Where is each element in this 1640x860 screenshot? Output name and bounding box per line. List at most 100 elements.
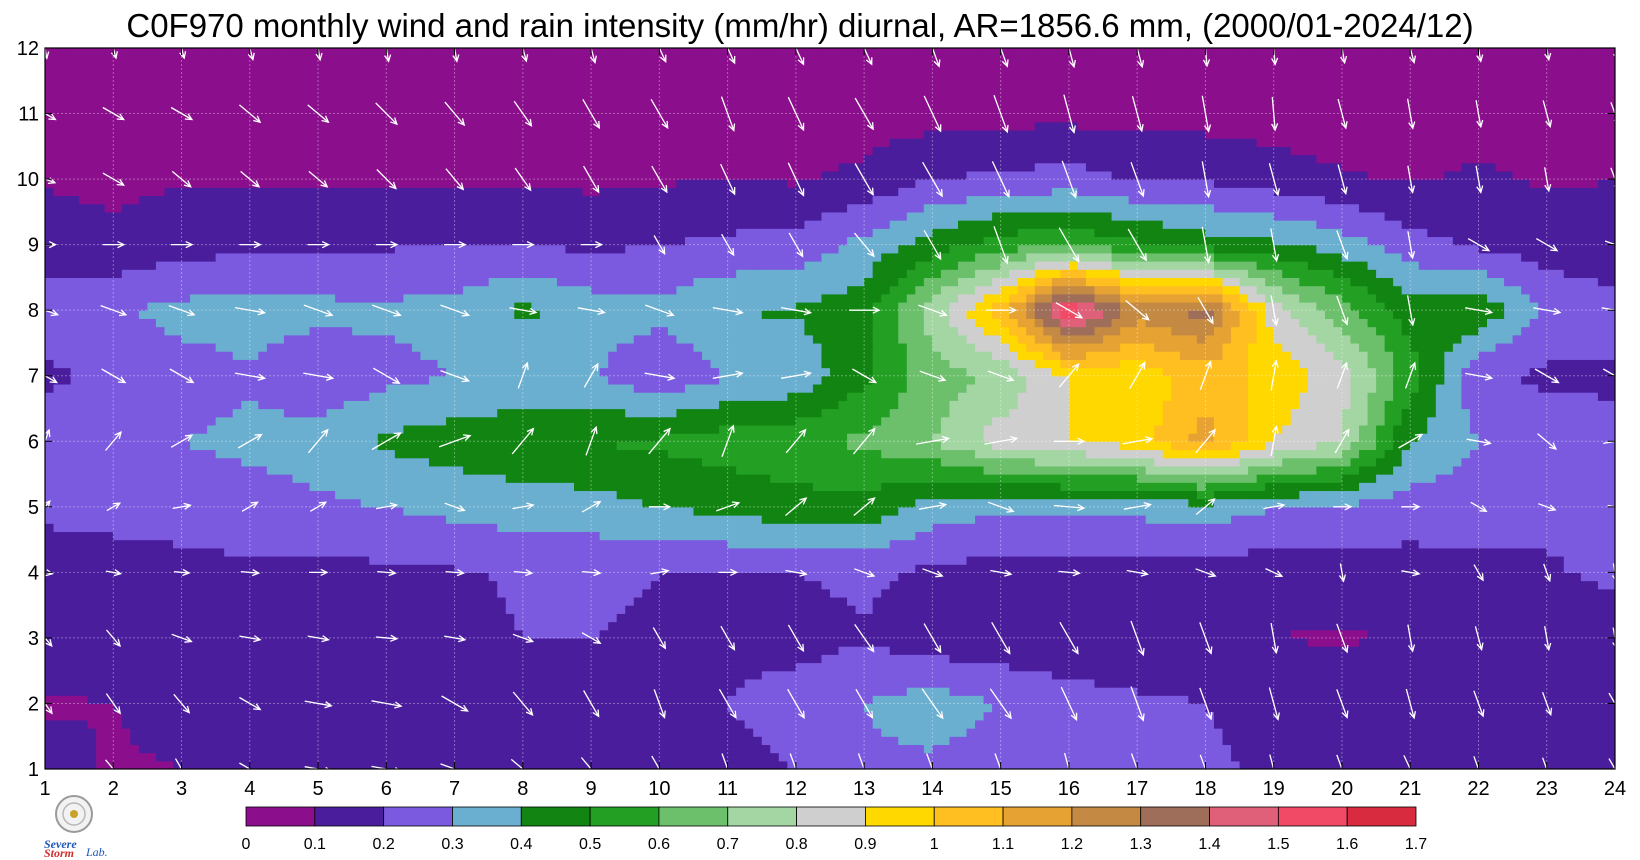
heat-cell bbox=[966, 596, 976, 606]
heat-cell bbox=[693, 760, 703, 769]
heat-cell bbox=[497, 580, 507, 590]
heat-cell bbox=[1009, 555, 1019, 565]
heat-cell bbox=[591, 744, 601, 754]
heat-cell bbox=[45, 621, 55, 631]
heat-cell bbox=[932, 687, 942, 696]
heat-cell bbox=[463, 728, 473, 737]
heat-cell bbox=[266, 728, 276, 737]
heat-cell bbox=[266, 547, 276, 557]
heat-cell bbox=[957, 629, 968, 639]
heat-cell bbox=[1401, 588, 1411, 598]
heat-cell bbox=[1504, 752, 1514, 762]
heat-cell bbox=[1120, 588, 1130, 598]
heat-cell bbox=[684, 572, 695, 582]
heat-cell bbox=[1188, 670, 1198, 680]
heat-cell bbox=[79, 654, 89, 664]
heat-cell bbox=[1452, 687, 1463, 696]
heat-cell bbox=[1017, 654, 1027, 664]
heat-cell bbox=[335, 564, 345, 573]
heat-cell bbox=[1350, 752, 1360, 762]
heat-cell bbox=[599, 629, 609, 639]
heat-cell bbox=[932, 744, 942, 754]
heat-cell bbox=[505, 646, 515, 655]
heat-cell bbox=[1120, 711, 1130, 721]
heat-cell bbox=[215, 588, 225, 598]
heat-cell bbox=[1162, 678, 1172, 688]
heat-cell bbox=[1546, 596, 1556, 606]
heat-cell bbox=[147, 654, 157, 664]
heat-cell bbox=[1188, 547, 1198, 557]
heat-cell bbox=[795, 555, 805, 565]
heat-cell bbox=[1026, 687, 1036, 696]
heat-cell bbox=[335, 670, 345, 680]
heat-cell bbox=[923, 711, 933, 721]
heat-cell bbox=[394, 580, 404, 590]
heat-cell bbox=[113, 719, 123, 729]
heat-cell bbox=[1504, 695, 1514, 705]
heat-cell bbox=[1333, 654, 1343, 664]
heat-cell bbox=[787, 621, 797, 631]
heat-cell bbox=[1051, 588, 1061, 598]
heat-cell bbox=[906, 670, 916, 680]
heat-cell bbox=[113, 629, 123, 639]
heat-cell bbox=[113, 703, 123, 713]
heat-cell bbox=[906, 719, 916, 729]
heat-cell bbox=[1248, 629, 1258, 639]
heat-cell bbox=[1410, 547, 1420, 557]
heat-cell bbox=[565, 629, 575, 639]
heat-cell bbox=[275, 646, 285, 655]
heat-cell bbox=[778, 564, 788, 573]
heat-cell bbox=[172, 662, 183, 672]
heat-cell bbox=[241, 605, 251, 614]
heat-cell bbox=[1461, 703, 1471, 713]
heat-cell bbox=[480, 678, 490, 688]
heat-cell bbox=[1367, 678, 1377, 688]
heat-cell bbox=[275, 580, 285, 590]
heat-cell bbox=[190, 703, 200, 713]
heat-cell bbox=[377, 719, 387, 729]
heat-cell bbox=[847, 580, 857, 590]
heat-cell bbox=[599, 547, 609, 557]
heat-cell bbox=[684, 678, 695, 688]
heat-cell bbox=[1265, 596, 1275, 606]
heat-cell bbox=[1401, 547, 1411, 557]
heat-cell bbox=[1196, 728, 1207, 737]
heat-cell bbox=[1162, 637, 1172, 647]
heat-cell bbox=[650, 637, 660, 647]
heat-cell bbox=[1068, 555, 1079, 565]
heat-cell bbox=[1512, 572, 1522, 582]
heat-cell bbox=[1145, 613, 1155, 623]
heat-cell bbox=[539, 588, 550, 598]
heat-cell bbox=[437, 637, 447, 647]
heat-cell bbox=[147, 580, 157, 590]
heat-cell bbox=[591, 564, 601, 573]
heat-cell bbox=[96, 703, 106, 713]
heat-cell bbox=[1077, 695, 1087, 705]
heat-cell bbox=[821, 547, 831, 557]
heat-cell bbox=[1051, 719, 1061, 729]
heat-cell bbox=[53, 613, 63, 623]
heat-cell bbox=[1094, 654, 1104, 664]
heat-cell bbox=[522, 621, 532, 631]
heat-cell bbox=[966, 572, 976, 582]
heat-cell bbox=[872, 728, 882, 737]
heat-cell bbox=[62, 752, 72, 762]
heat-cell bbox=[1009, 760, 1019, 769]
heat-cell bbox=[1316, 555, 1326, 565]
heat-cell bbox=[130, 596, 140, 606]
heat-cell bbox=[497, 547, 507, 557]
heat-cell bbox=[633, 687, 643, 696]
heat-cell bbox=[1043, 752, 1053, 762]
heat-cell bbox=[1128, 646, 1138, 655]
heat-cell bbox=[710, 580, 720, 590]
heat-cell bbox=[1478, 703, 1488, 713]
heat-cell bbox=[471, 728, 481, 737]
heat-cell bbox=[940, 703, 951, 713]
heat-cell bbox=[693, 728, 703, 737]
heat-cell bbox=[1068, 588, 1079, 598]
heat-cell bbox=[1606, 596, 1615, 606]
heat-cell bbox=[650, 654, 660, 664]
heat-cell bbox=[1273, 719, 1283, 729]
heat-cell bbox=[710, 719, 720, 729]
heat-cell bbox=[966, 637, 976, 647]
